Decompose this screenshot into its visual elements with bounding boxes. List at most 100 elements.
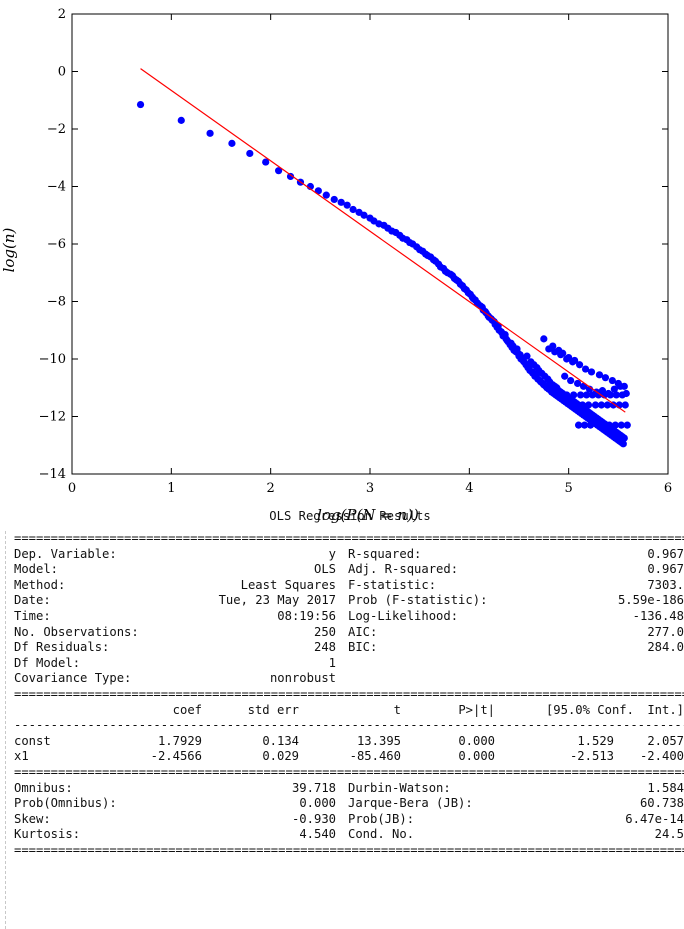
data-point xyxy=(228,139,236,147)
coef-value: -2.4566 xyxy=(150,749,202,764)
fit-line xyxy=(140,68,626,413)
stat-label: Skew: xyxy=(14,811,51,826)
stat-label: No. Observations: xyxy=(14,624,139,639)
data-point xyxy=(573,401,581,409)
stat-value: 284.0 xyxy=(647,640,684,655)
stat-value: Tue, 23 May 2017 xyxy=(218,593,336,608)
header-coef: coef xyxy=(172,702,202,717)
data-point xyxy=(286,172,295,181)
stat-label: Time: xyxy=(14,608,51,623)
coef-value: 2.057 xyxy=(647,733,684,748)
equals-rule: ========================================… xyxy=(14,686,684,701)
stat-value: 277.0 xyxy=(647,624,684,639)
ols-summary: OLS Regression Results =================… xyxy=(14,509,684,858)
equals-rule: ========================================… xyxy=(14,842,684,857)
stat-value: 60.738 xyxy=(639,796,684,811)
data-point xyxy=(337,198,345,206)
y-tick-label: −12 xyxy=(39,410,66,425)
data-point xyxy=(314,187,322,195)
stat-label: Method: xyxy=(14,577,66,592)
coef-value: 13.395 xyxy=(356,733,401,748)
data-point xyxy=(621,401,629,409)
stat-label: Model: xyxy=(14,562,59,577)
coef-value: -2.400 xyxy=(639,749,684,764)
header-p: P>|t| xyxy=(458,702,495,717)
y-tick-label: 2 xyxy=(58,7,66,22)
stat-row: Time: 08:19:56 Log-Likelihood: -136.48 xyxy=(14,609,684,625)
stat-value: -136.48 xyxy=(632,608,684,623)
x-tick-label: 3 xyxy=(366,481,374,496)
data-point xyxy=(612,391,620,399)
stat-label: R-squared: xyxy=(348,546,422,561)
stat-value: OLS xyxy=(313,562,336,577)
stat-value: 1.584 xyxy=(647,780,684,795)
stat-label: Adj. R-squared: xyxy=(348,562,459,577)
data-point xyxy=(605,421,613,429)
model-stats-block: Dep. Variable: y R-squared: 0.967 Model: OLS A… xyxy=(14,547,684,687)
stat-row: Dep. Variable: y R-squared: 0.967 xyxy=(14,547,684,563)
x-tick-label: 4 xyxy=(465,481,473,496)
coef-row: x1 -2.4566 0.029 -85.460 0.000 -2.513 -2.400 xyxy=(14,749,684,765)
data-point xyxy=(349,205,357,214)
data-point xyxy=(575,421,583,429)
stat-label: Durbin-Watson: xyxy=(348,780,451,795)
data-point xyxy=(571,356,579,365)
stat-value: 0.967 xyxy=(647,562,684,577)
stat-row: Kurtosis: 4.540 Cond. No. 24.5 xyxy=(14,827,684,843)
data-point xyxy=(611,421,619,429)
y-tick-label: −10 xyxy=(39,352,66,367)
x-tick-label: 2 xyxy=(267,481,275,496)
stat-value: 24.5 xyxy=(654,827,684,842)
data-point xyxy=(343,201,351,209)
data-point xyxy=(574,379,582,388)
data-point xyxy=(610,385,618,393)
stat-label: Kurtosis: xyxy=(14,827,81,842)
stat-value: 39.718 xyxy=(291,780,336,795)
stat-row: Model: OLS Adj. R-squared: 0.967 xyxy=(14,562,684,578)
coef-value: 1.7929 xyxy=(157,733,202,748)
stat-label: F-statistic: xyxy=(348,577,437,592)
stat-label: BIC: xyxy=(348,640,378,655)
stat-value: nonrobust xyxy=(269,671,336,686)
data-point xyxy=(575,361,584,369)
data-point xyxy=(540,335,548,343)
stat-row: No. Observations: 250 AIC: 277.0 xyxy=(14,625,684,641)
coef-term: x1 xyxy=(14,749,29,764)
data-point xyxy=(322,191,330,199)
data-point xyxy=(608,376,616,385)
data-point xyxy=(603,401,612,409)
equals-rule: ========================================… xyxy=(14,764,684,779)
data-point xyxy=(580,421,589,429)
coef-value: 0.000 xyxy=(458,749,495,764)
data-point xyxy=(591,401,600,409)
stat-value: 6.47e-14 xyxy=(625,811,684,826)
stat-label: Jarque-Bera (JB): xyxy=(348,796,473,811)
stat-row: Omnibus: 39.718 Durbin-Watson: 1.584 xyxy=(14,781,684,797)
stat-label: Dep. Variable: xyxy=(14,546,117,561)
coef-term: const xyxy=(14,733,51,748)
stat-value: 1 xyxy=(328,655,336,670)
data-point xyxy=(561,372,569,380)
stat-value: 0.967 xyxy=(647,546,684,561)
stat-label: AIC: xyxy=(348,624,378,639)
y-tick-label: −2 xyxy=(47,122,66,137)
header-conf-low: [95.0% Conf. xyxy=(545,702,634,717)
data-point xyxy=(609,401,617,409)
x-tick-label: 6 xyxy=(664,481,672,496)
ols-title: OLS Regression Results xyxy=(269,509,431,523)
coef-table-body: const 1.7929 0.134 13.395 0.000 1.529 2.057 x1 -… xyxy=(14,734,684,765)
stat-row: Skew: -0.930 Prob(JB): 6.47e-14 xyxy=(14,812,684,828)
residual-stats-block: Omnibus: 39.718 Durbin-Watson: 1.584 Prob(Om… xyxy=(14,781,684,843)
data-point xyxy=(565,353,573,362)
data-point xyxy=(587,368,596,376)
stat-value: y xyxy=(328,546,336,561)
stat-row: Method: Least Squares F-statistic: 7303. xyxy=(14,578,684,594)
x-tick-label: 5 xyxy=(565,481,573,496)
data-point xyxy=(601,374,610,382)
stat-label: Date: xyxy=(14,593,51,608)
stat-label: Cond. No. xyxy=(348,827,415,842)
coef-value: 0.029 xyxy=(262,749,299,764)
data-point xyxy=(582,391,591,399)
y-tick-label: 0 xyxy=(58,65,66,80)
data-point xyxy=(620,434,628,442)
